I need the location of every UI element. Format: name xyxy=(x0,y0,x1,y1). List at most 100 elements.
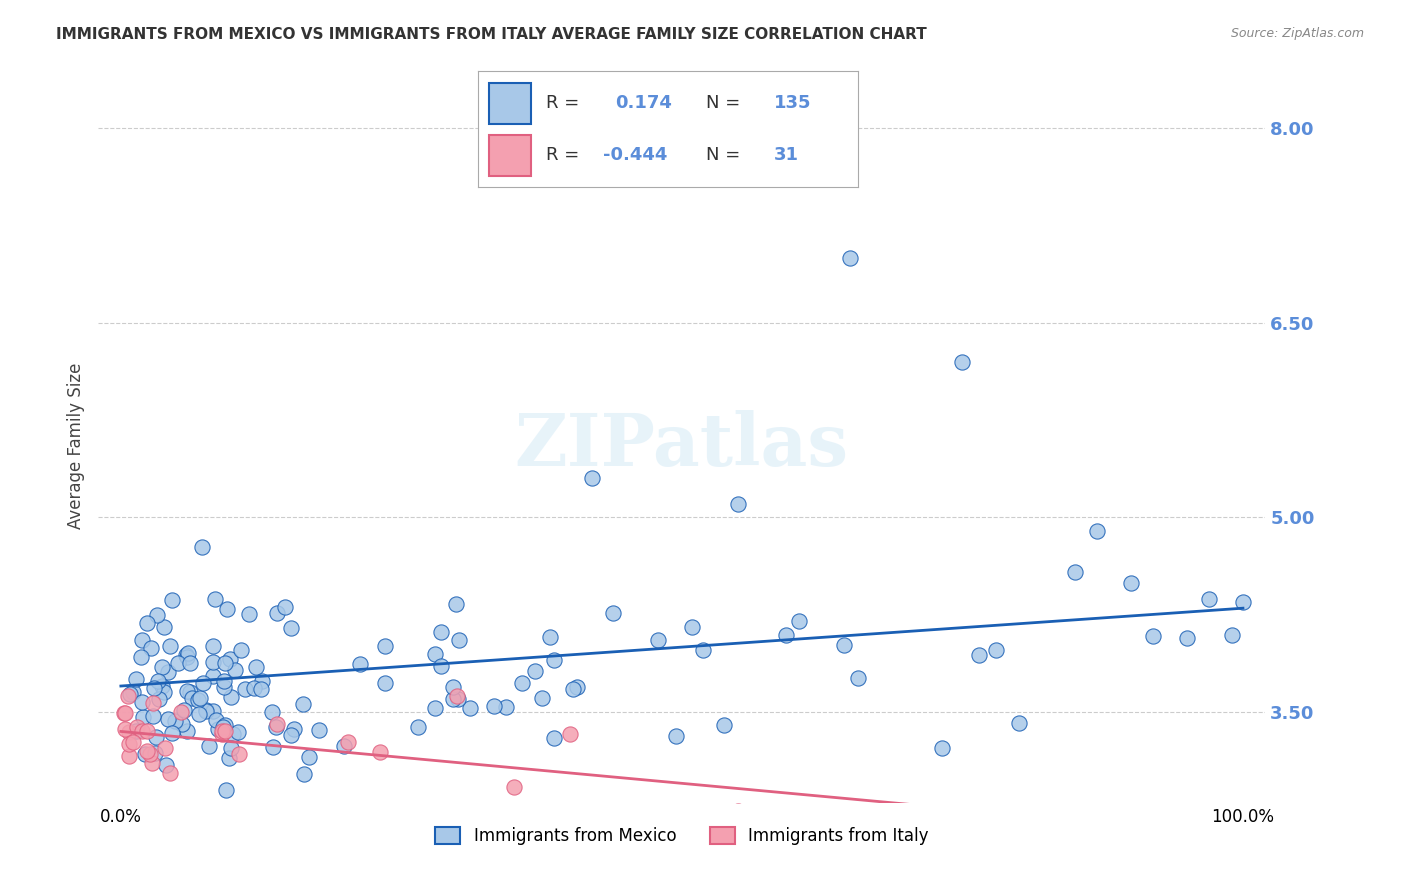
Point xyxy=(221,690,243,704)
Point xyxy=(155,741,177,756)
Point xyxy=(425,647,447,661)
Point xyxy=(775,628,797,642)
Point xyxy=(114,706,136,721)
Point xyxy=(125,672,148,686)
Point xyxy=(195,703,218,717)
Point xyxy=(142,681,165,695)
Point xyxy=(146,608,169,623)
Point xyxy=(204,592,226,607)
Point xyxy=(134,747,156,761)
Point xyxy=(160,726,183,740)
Point xyxy=(155,758,177,772)
Point xyxy=(226,724,249,739)
Point xyxy=(787,615,810,629)
Point xyxy=(127,720,149,734)
Point xyxy=(952,354,974,368)
Point xyxy=(243,681,266,696)
Point xyxy=(1220,627,1243,641)
Point xyxy=(131,695,153,709)
Text: ZIPatlas: ZIPatlas xyxy=(515,410,849,482)
Point xyxy=(567,680,589,694)
Point xyxy=(292,766,315,780)
Point xyxy=(188,691,211,706)
Point xyxy=(176,650,198,665)
Point xyxy=(266,716,288,731)
Point xyxy=(160,592,183,607)
Point xyxy=(132,710,155,724)
Point xyxy=(333,739,356,753)
Point xyxy=(217,601,239,615)
Text: -0.444: -0.444 xyxy=(603,146,668,164)
Text: 135: 135 xyxy=(775,94,811,112)
Point xyxy=(984,643,1007,657)
Point xyxy=(280,728,302,742)
Point xyxy=(444,597,467,611)
Point xyxy=(425,701,447,715)
Point xyxy=(231,643,253,657)
Point xyxy=(446,692,468,706)
Point xyxy=(135,724,157,739)
Point xyxy=(212,673,235,688)
FancyBboxPatch shape xyxy=(489,135,531,176)
Point xyxy=(159,765,181,780)
Point xyxy=(510,676,533,690)
Point xyxy=(245,659,267,673)
Point xyxy=(117,689,139,703)
Point xyxy=(153,620,176,634)
Point xyxy=(250,674,273,689)
Point xyxy=(1198,592,1220,607)
Point xyxy=(602,606,624,620)
Point xyxy=(1175,631,1198,645)
Point xyxy=(648,809,671,823)
Point xyxy=(250,681,273,696)
Point xyxy=(224,664,246,678)
Point xyxy=(337,735,360,749)
Point xyxy=(142,709,165,723)
Point xyxy=(214,717,236,731)
Point xyxy=(482,698,505,713)
Point xyxy=(218,751,240,765)
Legend: Immigrants from Mexico, Immigrants from Italy: Immigrants from Mexico, Immigrants from … xyxy=(429,820,935,852)
Point xyxy=(1085,524,1108,538)
Point xyxy=(150,660,173,674)
Point xyxy=(159,639,181,653)
Point xyxy=(156,712,179,726)
Point xyxy=(727,497,749,511)
Point xyxy=(846,671,869,685)
Point xyxy=(298,749,321,764)
Point xyxy=(214,724,236,739)
Point xyxy=(176,723,198,738)
Point xyxy=(145,730,167,744)
Text: N =: N = xyxy=(706,94,740,112)
Point xyxy=(114,722,136,736)
Point xyxy=(458,701,481,715)
Point xyxy=(219,651,242,665)
Point xyxy=(530,690,553,705)
Point xyxy=(262,739,284,754)
Point xyxy=(139,747,162,761)
Point xyxy=(118,749,141,764)
Point xyxy=(207,722,229,736)
Point xyxy=(176,648,198,663)
Point xyxy=(215,782,238,797)
Point xyxy=(233,681,256,696)
Point xyxy=(181,690,204,705)
Point xyxy=(201,639,224,653)
Point xyxy=(558,727,581,741)
Point xyxy=(374,676,396,690)
Point xyxy=(441,680,464,694)
Point xyxy=(125,723,148,738)
Point xyxy=(406,720,429,734)
Text: 0.174: 0.174 xyxy=(614,94,672,112)
Point xyxy=(292,697,315,711)
Point xyxy=(202,669,225,683)
Point xyxy=(581,471,603,485)
Point xyxy=(713,717,735,731)
Text: R =: R = xyxy=(547,146,579,164)
Point xyxy=(222,727,245,741)
Point xyxy=(131,723,153,738)
Point xyxy=(832,638,855,652)
Point xyxy=(839,251,862,265)
Point xyxy=(176,683,198,698)
Point xyxy=(266,607,288,621)
